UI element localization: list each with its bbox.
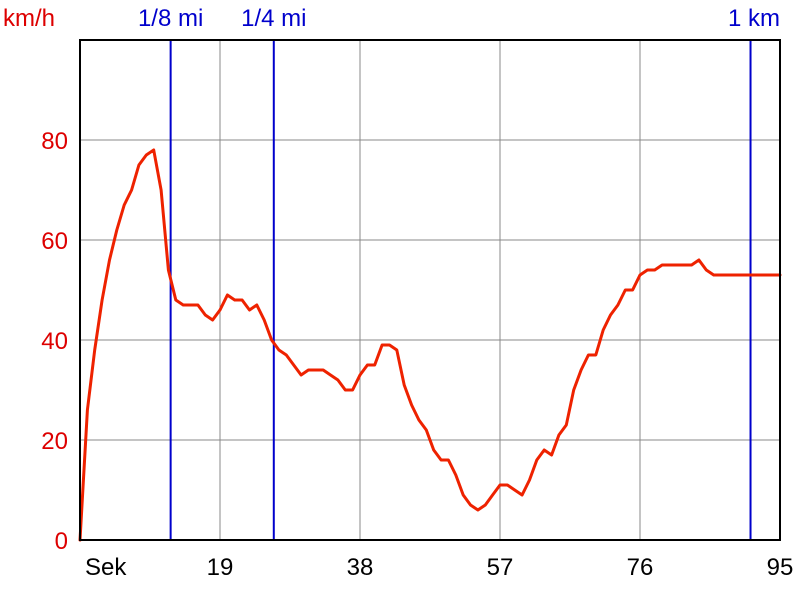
- y-tick-label: 20: [41, 428, 68, 455]
- x-tick-label: 95: [767, 554, 794, 581]
- marker-label: 1 km: [728, 5, 780, 32]
- grid: [80, 40, 780, 540]
- y-tick-label: 60: [41, 228, 68, 255]
- y-axis-label: km/h: [3, 5, 55, 32]
- x-tick-label: 19: [207, 554, 234, 581]
- x-tick-label: 76: [627, 554, 654, 581]
- x-axis-label: Sek: [85, 554, 127, 581]
- y-tick-label: 0: [55, 528, 68, 555]
- x-tick-label: 57: [487, 554, 514, 581]
- plot-frame: [79, 39, 781, 541]
- speed-series-line: [78, 148, 782, 542]
- y-tick-label: 80: [41, 128, 68, 155]
- marker-label: 1/8 mi: [138, 5, 203, 32]
- x-tick-label: 38: [347, 554, 374, 581]
- y-tick-labels: 0 20 40 60 80: [41, 128, 68, 555]
- y-tick-label: 40: [41, 328, 68, 355]
- series-layer: [78, 148, 782, 542]
- x-tick-labels: 19 38 57 76 95: [207, 554, 794, 581]
- distance-markers: 1/8 mi 1/4 mi 1 km: [138, 5, 780, 540]
- marker-label: 1/4 mi: [241, 5, 306, 32]
